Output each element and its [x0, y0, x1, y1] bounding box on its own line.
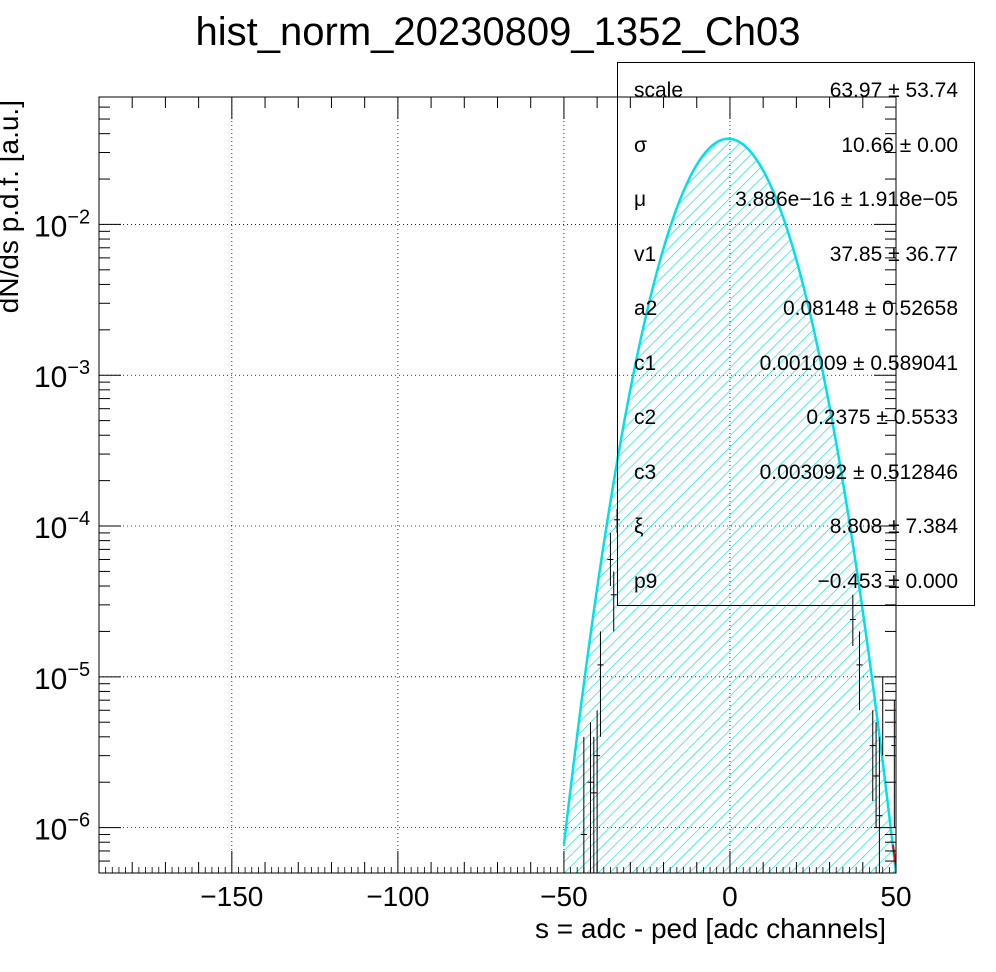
stats-row: p9 −0.453 ± 0.000	[618, 570, 974, 600]
label-layer: −150 −100 −50 0 50 10−6 10−5 10−4 10−3 10−2 s = ad…	[0, 100, 912, 944]
x-axis-title: s = adc - ped [adc channels]	[535, 913, 886, 944]
stats-param-value: 0.003092 ± 0.512846	[759, 460, 958, 484]
stats-param-name: ξ	[634, 515, 644, 538]
stats-row: ξ 8.808 ± 7.384	[618, 515, 974, 545]
y-tick-label: 10−2	[34, 206, 90, 243]
stats-row: μ 3.886e−16 ± 1.918e−05	[618, 188, 974, 218]
fit-hatched-area	[563, 138, 896, 873]
stats-row: c1 0.001009 ± 0.589041	[618, 352, 974, 382]
y-tick-label: 10−3	[34, 357, 90, 394]
y-axis-title: dN/ds p.d.f. [a.u.]	[0, 100, 24, 313]
stats-param-value: 3.886e−16 ± 1.918e−05	[735, 188, 958, 211]
stats-param-name: c2	[634, 406, 657, 429]
stats-row: c3 0.003092 ± 0.512846	[618, 461, 974, 491]
x-tick-label: −50	[540, 881, 588, 912]
stats-param-value: 0.001009 ± 0.589041	[759, 351, 958, 375]
fit-stats-box: scale 63.97 ± 53.74 σ 10.66 ± 0.00 μ 3.886e−1…	[617, 62, 975, 606]
x-tick-label: 0	[722, 881, 738, 912]
x-tick-label: −150	[200, 881, 263, 912]
stats-row: a2 0.08148 ± 0.52658	[618, 297, 974, 327]
stats-param-value: −0.453 ± 0.000	[817, 569, 958, 593]
stats-param-value: 10.66 ± 0.00	[841, 133, 958, 157]
y-tick-label: 10−5	[34, 659, 90, 696]
x-tick-label: 50	[880, 881, 911, 912]
fit-curve	[562, 137, 896, 873]
stats-param-value: 37.85 ± 36.77	[829, 242, 958, 266]
stats-param-name: p9	[634, 569, 658, 593]
stats-param-value: 0.2375 ± 0.5533	[806, 406, 958, 429]
red-fit-marker	[892, 844, 896, 873]
stats-row: v1 37.85 ± 36.77	[618, 243, 974, 273]
y-tick-label: 10−4	[34, 508, 90, 545]
stats-param-name: scale	[634, 79, 684, 102]
stats-row: scale 63.97 ± 53.74	[618, 79, 974, 109]
stats-param-name: c1	[634, 351, 657, 375]
stats-row: σ 10.66 ± 0.00	[618, 134, 974, 164]
stats-param-value: 63.97 ± 53.74	[829, 79, 958, 102]
stats-param-name: σ	[634, 133, 647, 157]
stats-row: c2 0.2375 ± 0.5533	[618, 406, 974, 436]
stats-param-name: μ	[634, 188, 647, 211]
stats-param-name: v1	[634, 242, 657, 266]
x-tick-label: −100	[366, 881, 429, 912]
fit-fill-layer	[562, 137, 896, 873]
axis-layer	[98, 96, 897, 874]
stats-param-name: c3	[634, 460, 657, 484]
stats-param-value: 8.808 ± 7.384	[829, 515, 958, 538]
y-tick-label: 10−6	[34, 810, 90, 847]
stats-param-name: a2	[634, 297, 658, 320]
chart-title: hist_norm_20230809_1352_Ch03	[195, 10, 801, 54]
stats-param-value: 0.08148 ± 0.52658	[782, 297, 958, 320]
